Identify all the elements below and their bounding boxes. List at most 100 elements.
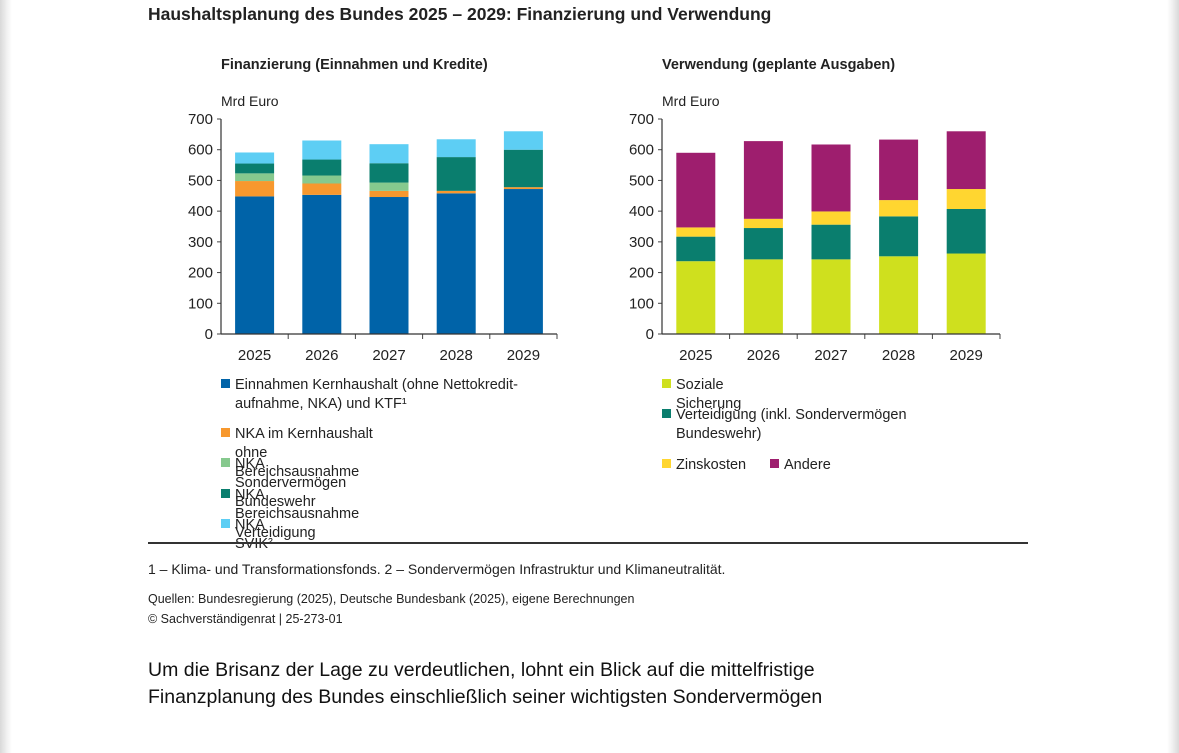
- bar-segment: [302, 140, 342, 160]
- bar-segment: [676, 152, 716, 228]
- left-y-unit: Mrd Euro: [221, 93, 279, 109]
- legend-label: Verteidigung (inkl. Sondervermögen Bunde…: [676, 406, 956, 444]
- bar-segment: [436, 193, 476, 334]
- footer-divider: [148, 542, 1028, 544]
- legend-label-line2: aufnahme, NKA) und KTF¹: [235, 396, 407, 412]
- bar-segment: [946, 208, 986, 254]
- bar-segment: [302, 159, 342, 176]
- bar-segment: [235, 196, 275, 334]
- x-tick-label: 2025: [679, 347, 712, 364]
- legend-swatch: [662, 379, 671, 388]
- bar-segment: [235, 163, 275, 174]
- legend-item: Andere: [770, 456, 831, 475]
- bar-segment: [436, 190, 476, 194]
- bar-segment: [369, 182, 409, 191]
- bar-segment: [811, 144, 851, 212]
- bar-segment: [743, 218, 783, 229]
- x-tick-label: 2028: [440, 347, 473, 364]
- bar-segment: [302, 183, 342, 195]
- financing-chart: 0 100 200 300 400 500 600 700 2025 2026 2027 2028 20…: [188, 111, 558, 364]
- x-tick-label: 2025: [238, 347, 271, 364]
- bar-segment: [235, 152, 275, 164]
- legend-item: NKA SVIK²: [221, 516, 273, 554]
- legend-label-line2: Bundeswehr): [676, 426, 762, 442]
- legend-swatch: [221, 458, 230, 467]
- bar-segment: [503, 149, 543, 188]
- bar-segment: [879, 216, 919, 257]
- legend-swatch: [221, 489, 230, 498]
- legend-swatch: [221, 519, 230, 528]
- y-tick-label: 100: [188, 295, 213, 312]
- x-tick-label: 2029: [950, 347, 983, 364]
- legend-swatch: [221, 428, 230, 437]
- footnote: 1 – Klima- und Transformationsfonds. 2 –…: [148, 561, 726, 577]
- y-tick-label: 300: [188, 234, 213, 251]
- legend-label: NKA SVIK²: [235, 517, 273, 552]
- y-tick-label: 700: [629, 111, 654, 128]
- bar-segment: [946, 131, 986, 190]
- legend-label: NKA im Kernhaushalt ohne Bereichsausnahm…: [235, 426, 373, 480]
- bar-segment: [743, 141, 783, 219]
- bar-segment: [811, 224, 851, 260]
- legend-label: Andere: [784, 457, 831, 473]
- spending-chart: 0 100 200 300 400 500 600 700 2025 2026 2027 2028 20…: [629, 111, 1001, 364]
- bar-segment: [503, 131, 543, 150]
- x-tick-label: 2028: [882, 347, 915, 364]
- legend-item: Verteidigung (inkl. Sondervermögen Bunde…: [662, 406, 956, 444]
- sources-line: Quellen: Bundesregierung (2025), Deutsch…: [148, 592, 635, 606]
- x-tick-label: 2029: [507, 347, 540, 364]
- bar-segment: [946, 189, 986, 209]
- figure-title: Haushaltsplanung des Bundes 2025 – 2029:…: [148, 4, 772, 24]
- legend-label: Einnahmen Kernhaushalt (ohne Nettokredit…: [235, 376, 565, 414]
- body-line: Um die Brisanz der Lage zu verdeutlichen…: [148, 659, 815, 681]
- bar-segment: [235, 173, 275, 182]
- x-tick-label: 2026: [747, 347, 780, 364]
- x-tick-label: 2027: [814, 347, 847, 364]
- y-tick-label: 700: [188, 111, 213, 128]
- bar-segment: [879, 200, 919, 217]
- legend-item: Soziale Sicherung: [662, 376, 741, 414]
- bar-segment: [676, 236, 716, 262]
- bar-segment: [811, 211, 851, 225]
- bar-segment: [743, 259, 783, 334]
- body-line: Finanzplanung des Bundes einschließlich …: [148, 686, 823, 708]
- x-tick-label: 2027: [372, 347, 405, 364]
- legend-label: NKA Bereichsausnahme Verteidigung: [235, 487, 360, 541]
- legend-item: NKA im Kernhaushalt ohne Bereichsausnahm…: [221, 425, 373, 482]
- bar-segment: [743, 228, 783, 260]
- copyright-line: © Sachverständigenrat | 25-273-01: [148, 612, 343, 626]
- legend-swatch: [770, 459, 779, 468]
- legend-item: NKA Bereichsausnahme Verteidigung: [221, 486, 359, 543]
- legend-label-line1: Verteidigung (inkl. Sondervermögen: [676, 407, 907, 423]
- legend-swatch: [662, 459, 671, 468]
- bar-segment: [302, 194, 342, 334]
- y-tick-label: 100: [629, 295, 654, 312]
- bar-segment: [369, 163, 409, 183]
- page-edge-right: [1167, 0, 1179, 753]
- legend-item: NKA Sondervermögen Bundeswehr: [221, 455, 346, 512]
- legend-label: NKA Sondervermögen Bundeswehr: [235, 456, 347, 510]
- y-tick-label: 500: [629, 172, 654, 189]
- bar-segment: [676, 261, 716, 334]
- x-tick-label: 2026: [305, 347, 338, 364]
- bar-segment: [676, 227, 716, 237]
- y-tick-label: 0: [205, 326, 213, 343]
- legend-label-line1: Einnahmen Kernhaushalt (ohne Nettokredit…: [235, 377, 518, 393]
- bar-segment: [369, 197, 409, 334]
- legend-swatch: [662, 409, 671, 418]
- legend-item: Zinskosten: [662, 456, 746, 475]
- y-tick-label: 200: [629, 265, 654, 282]
- y-tick-label: 0: [646, 326, 654, 343]
- legend-label: Soziale Sicherung: [676, 377, 742, 412]
- legend-item: Einnahmen Kernhaushalt (ohne Nettokredit…: [221, 376, 565, 414]
- y-tick-label: 400: [629, 203, 654, 220]
- bar-segment: [879, 139, 919, 201]
- bar-segment: [436, 157, 476, 191]
- left-chart-title: Finanzierung (Einnahmen und Kredite): [221, 57, 488, 73]
- y-tick-label: 400: [188, 203, 213, 220]
- page-edge-left: [0, 0, 12, 753]
- bar-segment: [369, 190, 409, 198]
- bar-segment: [235, 181, 275, 197]
- bar-segment: [503, 187, 543, 190]
